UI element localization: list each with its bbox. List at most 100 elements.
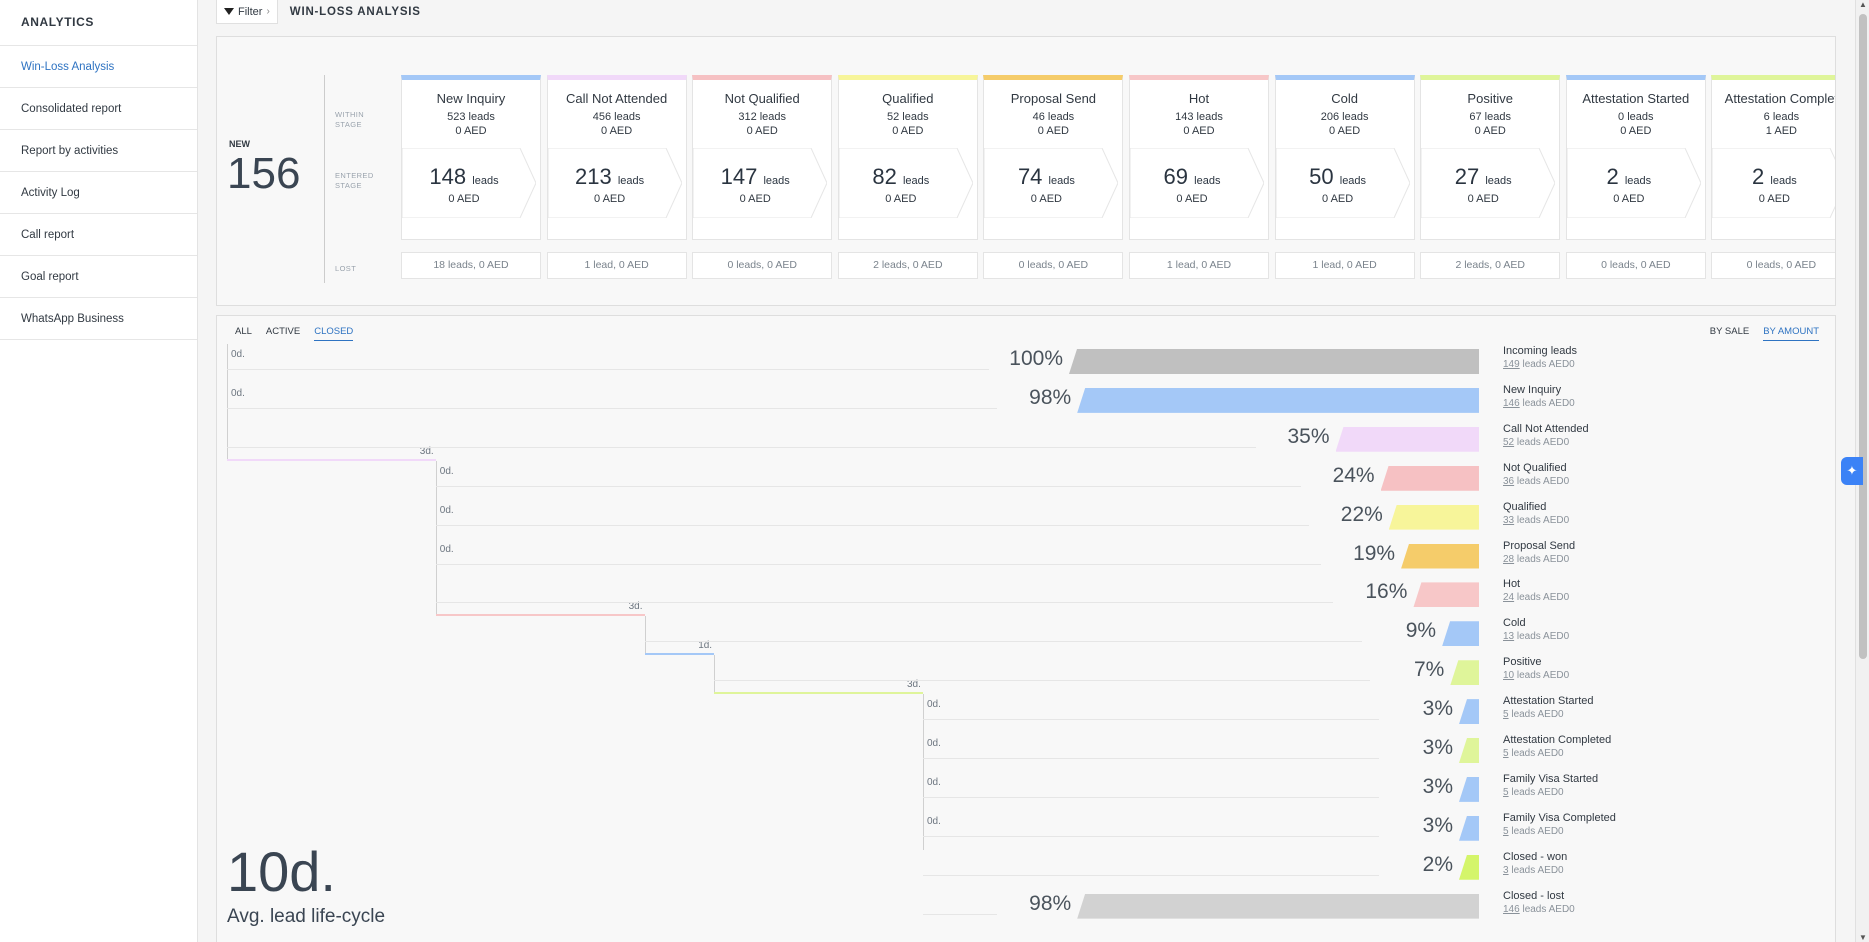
stage-card[interactable]: Attestation Started 0 leads 0 AED 2 leads 0 …	[1565, 75, 1706, 240]
day-duration: 1d.	[698, 640, 713, 652]
timeline-tick	[227, 421, 228, 461]
assistant-icon[interactable]: ✦	[1841, 457, 1863, 485]
sidebar-item-call-report[interactable]: Call report	[0, 214, 197, 256]
funnel-bar[interactable]	[1388, 504, 1479, 530]
funnel-lead-count[interactable]: 5	[1503, 825, 1509, 837]
lost-value[interactable]: 1 lead, 0 AED	[1129, 252, 1269, 279]
lost-value[interactable]: 0 leads, 0 AED	[983, 252, 1124, 279]
filter-button[interactable]: Filter ›	[216, 0, 278, 24]
funnel-lead-count[interactable]: 10	[1503, 670, 1515, 682]
funnel-lead-count[interactable]: 5	[1503, 786, 1509, 798]
funnel-bar[interactable]	[1459, 738, 1479, 763]
entered-count-value: 27	[1454, 164, 1480, 189]
stage-name: New Inquiry	[436, 91, 506, 106]
funnel-lead-count[interactable]: 146	[1503, 903, 1520, 915]
funnel-bar[interactable]	[1459, 699, 1479, 725]
lost-value[interactable]: 2 leads, 0 AED	[1420, 252, 1561, 279]
lost-value[interactable]: 0 leads, 0 AED	[692, 252, 833, 279]
funnel-lead-count[interactable]: 36	[1503, 475, 1515, 487]
lost-value[interactable]: 1 lead, 0 AED	[1274, 252, 1415, 279]
funnel-bar[interactable]	[1077, 893, 1479, 919]
stage-card[interactable]: Qualified 52 leads 0 AED 82 leads 0 AED	[837, 75, 978, 240]
stage-card[interactable]: New Inquiry 523 leads 0 AED 148 leads 0 AED	[401, 75, 541, 240]
funnel-lead-count[interactable]: 5	[1503, 709, 1509, 721]
row-guide	[435, 524, 1309, 526]
stage-card[interactable]: Proposal Send 46 leads 0 AED 74 leads 0 AED	[983, 75, 1124, 240]
lost-value[interactable]: 18 leads, 0 AED	[401, 252, 541, 279]
within-leads: 52 leads	[887, 111, 929, 123]
lost-value[interactable]: 2 leads, 0 AED	[837, 252, 978, 279]
tab-by-sale[interactable]: BY SALE	[1709, 326, 1750, 337]
funnel-row: 0d. 3% Family Visa Started 5 leads AED0	[217, 771, 1835, 811]
funnel-lead-count[interactable]: 33	[1503, 514, 1515, 526]
funnel-stage-summary: 52 leads AED0	[1503, 437, 1569, 448]
within-leads: 206 leads	[1320, 111, 1369, 123]
stage-card[interactable]: Not Qualified 312 leads 0 AED 147 leads 0 AE…	[692, 75, 833, 240]
tab-by-amount[interactable]: BY AMOUNT	[1763, 326, 1819, 341]
entered-count-value: 82	[872, 164, 897, 189]
lost-value[interactable]: 0 leads, 0 AED	[1711, 252, 1835, 279]
funnel-lead-count[interactable]: 5	[1503, 748, 1509, 759]
within-leads: 523 leads	[447, 111, 495, 123]
funnel-bar[interactable]	[1077, 387, 1479, 413]
arrow-shape	[1130, 148, 1264, 218]
tab-active[interactable]: ACTIVE	[265, 326, 301, 337]
arrow-shape	[1712, 148, 1835, 218]
funnel-percent: 3%	[1422, 697, 1453, 721]
lost-value[interactable]: 0 leads, 0 AED	[1565, 252, 1706, 279]
scroll-up-icon[interactable]: ▲	[1859, 0, 1867, 9]
sidebar-item-goal-report[interactable]: Goal report	[0, 256, 197, 298]
funnel-bar[interactable]	[1401, 543, 1479, 569]
entered-amount: 0 AED	[1467, 193, 1499, 205]
funnel-bar[interactable]	[1459, 854, 1479, 880]
tab-closed[interactable]: CLOSED	[314, 326, 354, 341]
funnel-row: 0d. 19% Proposal Send 28 leads AED0	[217, 538, 1835, 578]
funnel-lead-count[interactable]: 149	[1503, 359, 1520, 370]
avg-lifecycle-value: 10d.	[227, 840, 336, 903]
lost-value[interactable]: 1 lead, 0 AED	[546, 252, 687, 279]
entered-count-value: 213	[575, 164, 612, 189]
scroll-down-icon[interactable]: ▼	[1859, 933, 1867, 942]
funnel-bar[interactable]	[1413, 582, 1479, 608]
funnel-bar[interactable]	[1380, 465, 1479, 491]
funnel-bar[interactable]	[1459, 776, 1479, 802]
day-duration: 0d.	[231, 387, 245, 399]
sidebar-item-win-loss-analysis[interactable]: Win-Loss Analysis	[0, 46, 197, 88]
funnel-bar[interactable]	[1069, 349, 1479, 374]
within-amount: 0 AED	[1183, 125, 1215, 137]
arrow-shape	[838, 148, 973, 218]
funnel-lead-count[interactable]: 28	[1503, 553, 1515, 565]
sidebar-item-whatsapp-business[interactable]: WhatsApp Business	[0, 298, 197, 340]
funnel-percent: 16%	[1365, 580, 1408, 604]
sidebar-item-report-by-activities[interactable]: Report by activities	[0, 130, 197, 172]
page-title: WIN-LOSS ANALYSIS	[289, 6, 421, 18]
funnel-percent: 19%	[1353, 541, 1396, 565]
funnel-lead-count[interactable]: 13	[1503, 631, 1515, 643]
funnel-lead-count[interactable]: 3	[1503, 864, 1509, 876]
arrow-shape	[1275, 148, 1410, 218]
funnel-bar[interactable]	[1335, 426, 1479, 452]
sidebar-item-activity-log[interactable]: Activity Log	[0, 172, 197, 214]
pipeline-panel: NEW 156 WITHIN STAGE ENTERED STAGE LOST …	[216, 36, 1836, 306]
funnel-stage-summary: 28 leads AED0	[1503, 554, 1569, 565]
mode-tabs: BY SALE BY AMOUNT	[1710, 326, 1819, 341]
funnel-bar[interactable]	[1442, 621, 1479, 647]
sidebar-item-consolidated-report[interactable]: Consolidated report	[0, 88, 197, 130]
stage-card[interactable]: Call Not Attended 456 leads 0 AED 213 leads…	[546, 75, 687, 240]
scrollbar-thumb[interactable]	[1859, 14, 1867, 659]
funnel-row: 3d. 35% Call Not Attended 52 leads AED0	[217, 421, 1835, 461]
entered-count: 74 leads	[984, 164, 1108, 190]
arrow-shape	[984, 148, 1119, 218]
stage-card[interactable]: Attestation Complet 6 leads 1 AED 2 leads 0 …	[1711, 75, 1835, 240]
stage-card[interactable]: Cold 206 leads 0 AED 50 leads 0 AED	[1274, 75, 1415, 240]
sidebar: ANALYTICS Win-Loss Analysis Consolidated …	[0, 0, 198, 942]
tab-all[interactable]: ALL	[235, 326, 252, 337]
funnel-bar[interactable]	[1450, 660, 1479, 686]
funnel-lead-count[interactable]: 52	[1503, 436, 1515, 448]
funnel-lead-count[interactable]: 146	[1503, 397, 1520, 409]
funnel-lead-count[interactable]: 24	[1503, 592, 1515, 604]
stage-card[interactable]: Hot 143 leads 0 AED 69 leads 0 AED	[1129, 75, 1269, 240]
entered-count-value: 148	[429, 164, 467, 189]
stage-card[interactable]: Positive 67 leads 0 AED 27 leads 0 AED	[1420, 75, 1561, 240]
funnel-bar[interactable]	[1459, 815, 1479, 841]
